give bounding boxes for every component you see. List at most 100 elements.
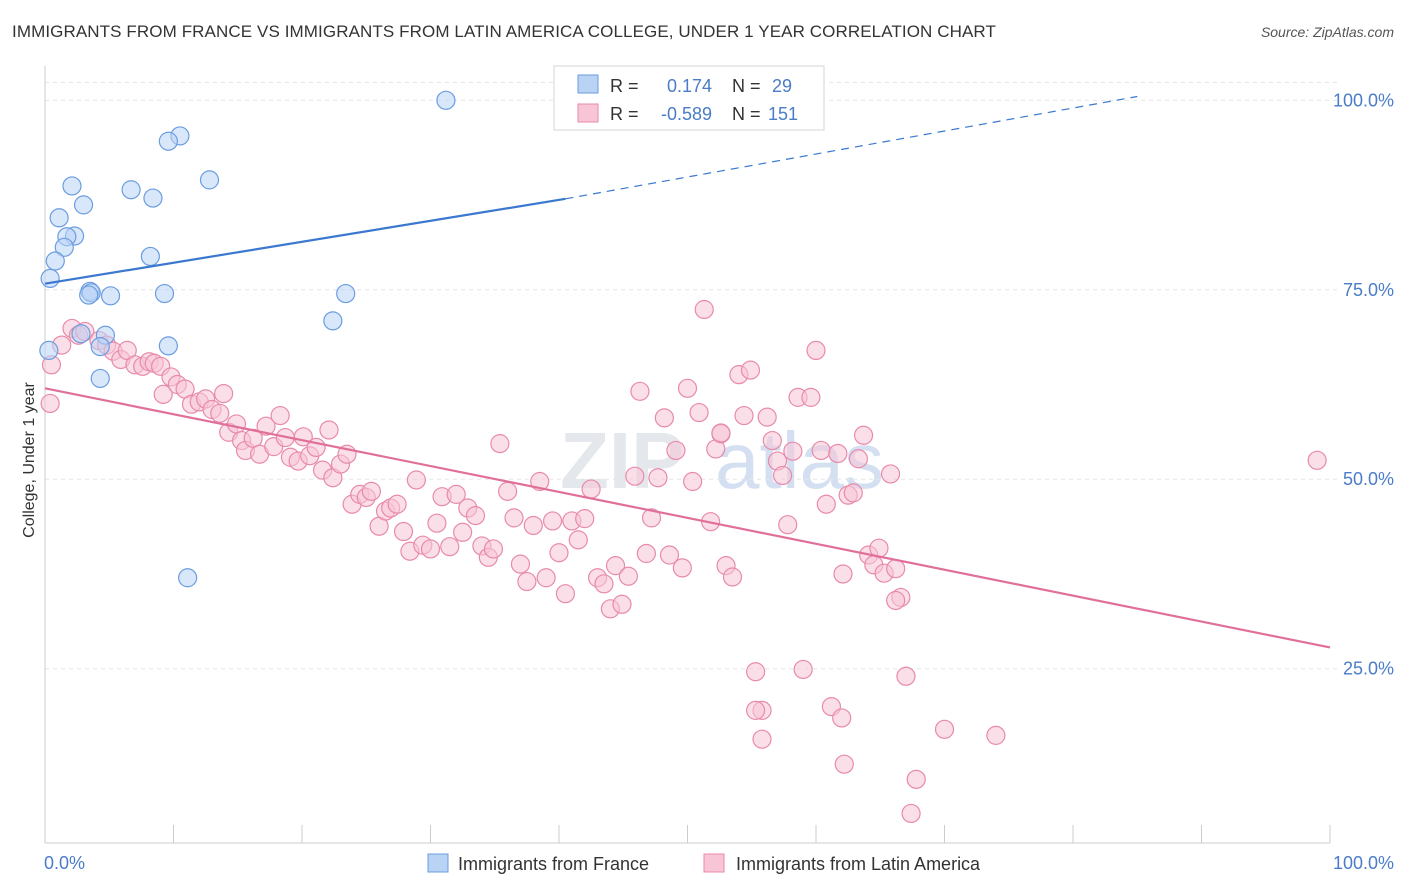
point-latam-71	[504, 508, 524, 528]
point-latam-81	[568, 530, 588, 550]
point-latam-137	[886, 559, 906, 579]
point-france-23	[71, 324, 91, 344]
gridlines	[45, 81, 1340, 670]
point-latam-75	[530, 471, 550, 492]
trendlines	[44, 95, 1331, 649]
point-latam-140	[901, 803, 921, 824]
point-france-12	[140, 246, 160, 267]
stats-n-value-latam: 151	[768, 104, 798, 124]
point-france-26	[39, 340, 59, 361]
point-latam-69	[490, 434, 510, 454]
point-france-27	[90, 368, 110, 389]
legend-label-latam: Immigrants from Latin America	[736, 854, 981, 874]
point-latam-109	[734, 405, 754, 426]
point-france-2	[158, 131, 178, 151]
point-latam-117	[778, 515, 798, 535]
point-latam-76	[536, 568, 556, 588]
point-latam-121	[801, 387, 821, 407]
point-latam-87	[605, 556, 626, 576]
point-latam-101	[689, 402, 709, 423]
point-latam-99	[677, 378, 698, 398]
point-france-18	[100, 286, 121, 306]
point-latam-79	[555, 584, 576, 604]
point-france-11	[54, 237, 74, 257]
point-latam-1	[40, 393, 60, 414]
point-latam-42	[319, 420, 339, 440]
point-latam-111	[746, 662, 766, 682]
stats-box-frame	[553, 65, 825, 131]
watermark-zip: ZIP	[560, 416, 684, 505]
point-latam-144	[934, 719, 955, 739]
point-latam-139	[896, 666, 916, 686]
stats-box: R = 0.174 N = 29 R = -0.589 N = 151	[553, 65, 825, 131]
point-latam-116	[772, 465, 793, 486]
point-latam-89	[618, 566, 638, 586]
point-latam-130	[848, 449, 869, 469]
point-latam-61	[440, 537, 460, 557]
point-latam-78	[549, 543, 569, 563]
point-latam-93	[641, 508, 662, 528]
point-latam-53	[387, 494, 407, 514]
point-latam-97	[666, 440, 686, 461]
point-latam-146	[1307, 450, 1327, 470]
point-latam-113	[757, 407, 777, 427]
chart-source: Source: ZipAtlas.com	[1260, 24, 1394, 40]
point-latam-129	[843, 483, 863, 503]
point-latam-54	[393, 521, 414, 542]
legend: Immigrants from France Immigrants from L…	[427, 853, 981, 874]
point-latam-32	[256, 416, 276, 436]
point-france-21	[323, 311, 343, 331]
stats-n-label-france: N =	[732, 76, 761, 96]
point-latam-142	[752, 729, 772, 749]
point-latam-147	[746, 700, 766, 720]
point-latam-59	[427, 513, 447, 533]
point-latam-100	[683, 471, 703, 492]
point-latam-92	[636, 543, 656, 564]
legend-label-france: Immigrants from France	[458, 854, 649, 874]
point-latam-49	[361, 481, 381, 501]
stats-r-label-france: R =	[610, 76, 639, 96]
y-tick-label-3: 25.0%	[1343, 659, 1394, 679]
point-latam-120	[793, 659, 813, 680]
stats-r-label-latam: R =	[610, 104, 639, 124]
y-tick-label-1: 75.0%	[1343, 280, 1394, 300]
point-france-0	[436, 90, 456, 110]
stats-n-value-france: 29	[772, 76, 792, 96]
point-latam-122	[806, 340, 826, 361]
point-latam-107	[722, 567, 743, 587]
point-latam-136	[880, 464, 901, 484]
point-latam-62	[446, 484, 466, 504]
point-latam-34	[270, 405, 290, 426]
point-latam-56	[406, 470, 426, 490]
point-latam-83	[581, 479, 601, 499]
point-latam-16	[153, 384, 173, 404]
x-tick-label-left: 0.0%	[44, 853, 85, 873]
point-france-17	[79, 285, 99, 305]
point-latam-126	[828, 443, 848, 464]
point-latam-145	[986, 725, 1006, 745]
point-france-3	[199, 170, 220, 190]
point-latam-143	[834, 754, 854, 774]
series-latam-points	[40, 299, 1327, 824]
legend-swatch-france	[427, 853, 449, 873]
trendline-france	[44, 197, 566, 285]
stats-r-value-france: 0.174	[667, 76, 712, 96]
point-france-6	[143, 188, 163, 208]
point-latam-123	[811, 440, 831, 461]
y-axis-title: College, Under 1 year	[21, 382, 38, 538]
point-latam-70	[498, 481, 518, 501]
y-tick-label-0: 100.0%	[1333, 90, 1394, 110]
point-france-25	[90, 337, 110, 357]
point-latam-118	[783, 441, 803, 461]
point-latam-74	[523, 515, 543, 536]
point-latam-95	[654, 408, 674, 428]
point-latam-24	[210, 403, 230, 423]
point-latam-94	[648, 468, 668, 488]
point-latam-77	[542, 511, 563, 531]
point-france-28	[178, 568, 198, 588]
point-latam-150	[711, 423, 731, 443]
point-latam-27	[226, 414, 247, 434]
point-france-19	[154, 283, 175, 304]
point-latam-72	[510, 554, 531, 574]
axes	[44, 66, 1331, 844]
